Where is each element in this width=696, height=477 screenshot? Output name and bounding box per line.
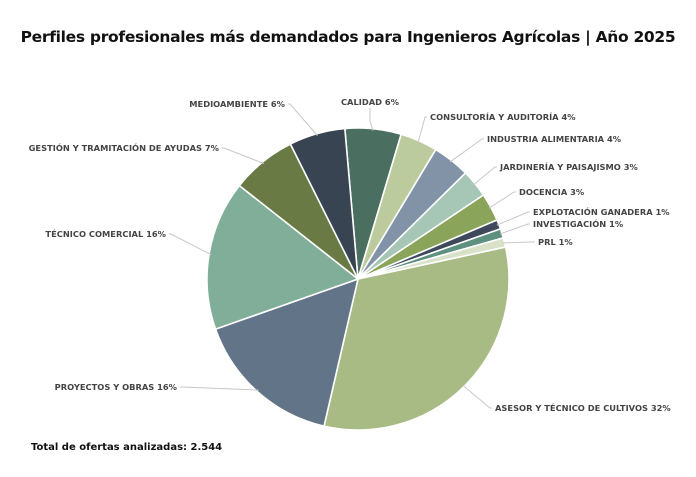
leader-line — [449, 138, 484, 163]
pie-slice-t-cnico-comercial — [206, 184, 360, 331]
slice-label: EXPLOTACIÓN GANADERA 1% — [533, 207, 670, 217]
slice-label: CONSULTORÍA Y AUDITORÍA 4% — [430, 112, 576, 122]
pie-slice-proyectos-y-obras — [214, 277, 360, 428]
leader-line — [169, 233, 212, 256]
slice-label: CALIDAD 6% — [340, 97, 400, 107]
leader-line — [473, 166, 497, 186]
slice-label: MEDIOAMBIENTE 6% — [189, 99, 285, 109]
leader-line — [502, 241, 535, 244]
leader-line — [288, 103, 318, 136]
leader-line — [488, 191, 516, 209]
leader-line — [496, 211, 530, 226]
leader-line — [417, 116, 427, 143]
chart-title: Perfiles profesionales más demandados pa… — [20, 28, 676, 46]
leader-line — [369, 108, 374, 131]
leader-line — [180, 386, 259, 391]
leader-line — [462, 384, 492, 409]
slice-label: PROYECTOS Y OBRAS 16% — [54, 382, 177, 392]
slice-label: PRL 1% — [538, 237, 573, 247]
slice-label: JARDINERÍA Y PAISAJISMO 3% — [500, 162, 638, 172]
slice-label: TÉCNICO COMERCIAL 16% — [45, 229, 166, 239]
slice-label: ASESOR Y TÉCNICO DE CULTIVOS 32% — [495, 403, 671, 413]
slice-label: INVESTIGACIÓN 1% — [533, 219, 624, 229]
total-offers-note: Total de ofertas analizadas: 2.544 — [31, 442, 223, 453]
slice-label: GESTIÓN Y TRAMITACIÓN DE AYUDAS 7% — [28, 143, 219, 153]
leader-line — [222, 147, 265, 164]
leader-line — [499, 223, 530, 235]
slice-label: INDUSTRIA ALIMENTARIA 4% — [487, 134, 622, 144]
pie-slice-medioambiente — [289, 127, 359, 280]
slice-label: DOCENCIA 3% — [519, 187, 585, 197]
